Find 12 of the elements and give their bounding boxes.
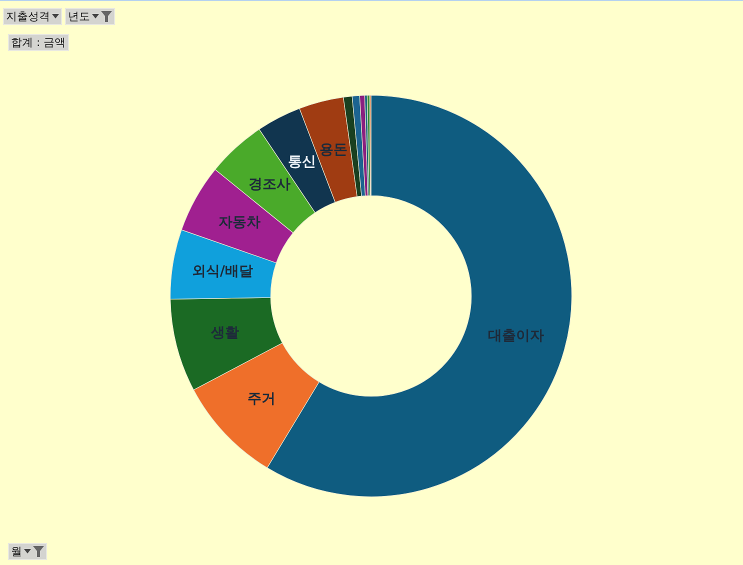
slice-label: 주거 [248, 391, 276, 408]
slice-label: 통신 [288, 154, 316, 170]
text: 년도 [68, 9, 90, 24]
text: 합계 : 금액 [11, 35, 66, 50]
slice-label: 외식/배달 [192, 264, 253, 280]
text: 지출성격 [6, 9, 50, 24]
text: 월 [11, 544, 22, 559]
slice-label: 용돈 [320, 142, 348, 158]
slice-label: 생활 [210, 325, 240, 342]
slice-label: 자동차 [218, 214, 261, 230]
slice-label: 경조사 [248, 176, 291, 192]
slice-label: 대출이자 [488, 328, 544, 344]
